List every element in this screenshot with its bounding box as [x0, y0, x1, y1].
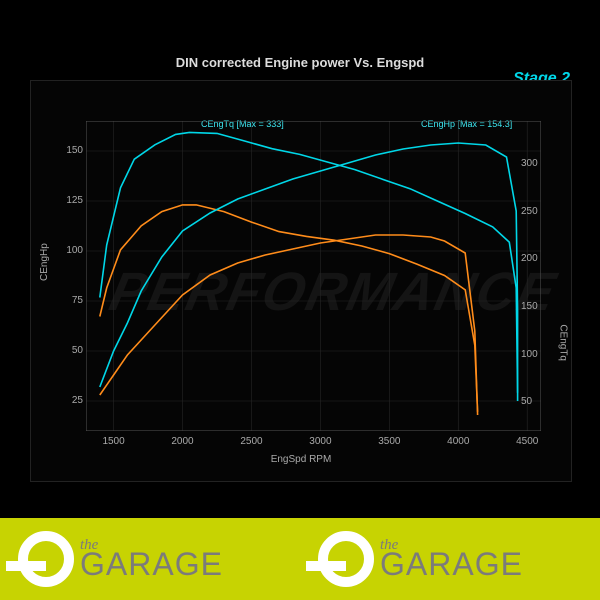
xtick: 3000: [303, 436, 337, 447]
ytick-left: 25: [61, 395, 83, 406]
footer-logo-left: theGARAGE: [0, 518, 300, 600]
plot: [86, 121, 541, 431]
xtick: 2000: [166, 436, 200, 447]
ytick-left: 125: [61, 195, 83, 206]
footer-logo-right: theGARAGE: [300, 518, 600, 600]
ytick-right: 300: [521, 158, 549, 169]
ytick-left: 150: [61, 145, 83, 156]
brand-big: GARAGE: [380, 550, 523, 579]
ytick-right: 100: [521, 349, 549, 360]
plot-svg: [86, 121, 541, 431]
ytick-left: 75: [61, 295, 83, 306]
xtick: 4500: [510, 436, 544, 447]
xtick: 1500: [97, 436, 131, 447]
ytick-right: 250: [521, 206, 549, 217]
chart-title: DIN corrected Engine power Vs. Engspd: [0, 55, 600, 70]
g-logo-icon: [18, 531, 74, 587]
page-root: DIN corrected Engine power Vs. Engspd St…: [0, 0, 600, 600]
ytick-right: 150: [521, 301, 549, 312]
y-right-label: CEngTq: [558, 324, 569, 361]
x-axis-label: EngSpd RPM: [31, 454, 571, 465]
xtick: 3500: [372, 436, 406, 447]
brand-big: GARAGE: [80, 550, 223, 579]
ytick-right: 200: [521, 253, 549, 264]
ytick-left: 100: [61, 245, 83, 256]
xtick: 4000: [441, 436, 475, 447]
g-logo-icon: [318, 531, 374, 587]
ytick-right: 50: [521, 396, 549, 407]
footer: theGARAGE theGARAGE: [0, 518, 600, 600]
xtick: 2500: [234, 436, 268, 447]
ytick-left: 50: [61, 345, 83, 356]
chart-area: PERFORMANCE CEngHp CEngTq EngSpd RPM CEn…: [30, 80, 572, 482]
y-left-label: CEngHp: [39, 243, 50, 281]
